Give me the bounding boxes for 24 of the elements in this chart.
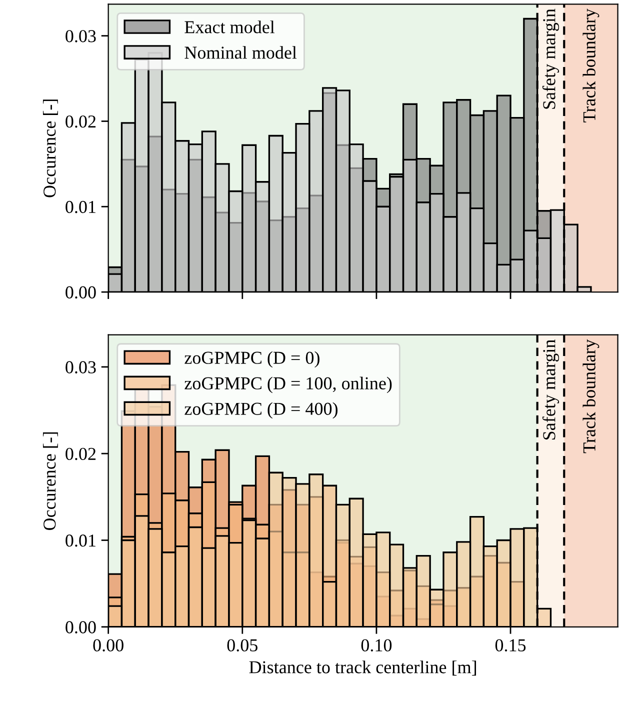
band-label: Track boundary (582, 8, 600, 122)
band-label: Safety margin (542, 8, 560, 109)
legend-label: zoGPMPC (D = 100, online) (184, 376, 392, 394)
legend-label: zoGPMPC (D = 400) (184, 402, 338, 419)
legend-label: Exact model (184, 20, 275, 34)
band-label: Safety margin (542, 340, 560, 440)
y-tick-label: 0.00 (66, 286, 96, 299)
y-tick-label: 0.02 (66, 115, 96, 128)
y-tick-label: 0.03 (66, 361, 96, 374)
y-axis-title: Occurence [-] (42, 100, 58, 198)
x-tick-label: 0.15 (495, 639, 526, 652)
y-tick-label: 0.03 (66, 30, 96, 42)
y-tick-label: 0.01 (66, 534, 96, 547)
band-label: Track boundary (582, 339, 600, 454)
x-axis-title: Distance to track centerline [m] (249, 660, 476, 676)
y-axis-title: Occurence [-] (42, 432, 58, 530)
y-tick-label: 0.02 (66, 448, 96, 460)
legend-label: zoGPMPC (D = 0) (184, 351, 320, 368)
x-tick-label: 0.10 (361, 639, 392, 652)
y-tick-label: 0.01 (66, 200, 96, 214)
x-tick-label: 0.00 (93, 639, 124, 652)
legend-label: Nominal model (184, 46, 297, 59)
y-tick-label: 0.00 (66, 621, 96, 634)
x-tick-label: 0.05 (227, 639, 258, 652)
